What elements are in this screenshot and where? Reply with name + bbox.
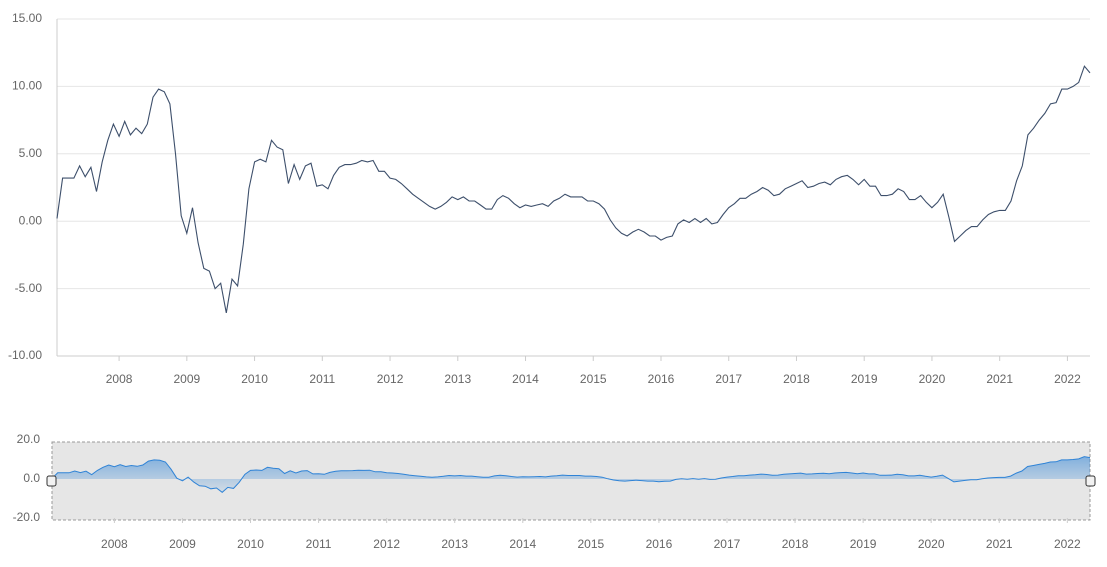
x-tick-label: 2012 — [373, 537, 400, 551]
x-tick-label: 2022 — [1054, 537, 1081, 551]
x-tick-label: 2016 — [648, 372, 675, 386]
x-tick-label: 2011 — [306, 537, 332, 551]
y-tick-label: 20.0 — [17, 432, 41, 446]
x-tick-label: 2017 — [714, 537, 741, 551]
x-tick-label: 2017 — [715, 372, 742, 386]
x-tick-label: 2021 — [986, 537, 1013, 551]
navigator-handle[interactable] — [1085, 475, 1096, 487]
y-tick-label: 0.00 — [19, 213, 43, 227]
y-tick-label: -10.00 — [8, 348, 42, 362]
x-tick-label: 2019 — [851, 372, 878, 386]
x-tick-label: 2021 — [986, 372, 1013, 386]
x-tick-label: 2010 — [237, 537, 264, 551]
x-tick-label: 2014 — [509, 537, 536, 551]
navigator-line — [51, 456, 1091, 493]
x-tick-label: 2018 — [782, 537, 809, 551]
y-tick-label: -20.0 — [13, 510, 41, 524]
y-tick-label: 15.00 — [12, 11, 42, 25]
x-tick-label: 2016 — [646, 537, 673, 551]
x-tick-label: 2022 — [1054, 372, 1081, 386]
y-tick-label: 5.00 — [19, 146, 43, 160]
x-tick-label: 2019 — [850, 537, 877, 551]
x-tick-label: 2020 — [918, 537, 945, 551]
navigator-handle[interactable] — [46, 475, 57, 487]
y-tick-label: -5.00 — [15, 281, 43, 295]
x-tick-label: 2008 — [106, 372, 133, 386]
x-tick-label: 2018 — [783, 372, 810, 386]
x-tick-label: 2010 — [241, 372, 268, 386]
x-tick-label: 2015 — [580, 372, 607, 386]
x-tick-label: 2013 — [444, 372, 471, 386]
x-tick-label: 2012 — [377, 372, 404, 386]
x-tick-label: 2013 — [441, 537, 468, 551]
x-tick-label: 2009 — [169, 537, 196, 551]
x-tick-label: 2008 — [101, 537, 128, 551]
x-tick-label: 2020 — [919, 372, 946, 386]
line — [56, 65, 1091, 314]
x-tick-label: 2014 — [512, 372, 539, 386]
x-tick-label: 2009 — [173, 372, 200, 386]
x-tick-label: 2015 — [578, 537, 605, 551]
y-tick-label: 10.00 — [12, 79, 42, 93]
x-tick-label: 2011 — [309, 372, 335, 386]
y-tick-label: 0.0 — [23, 471, 40, 485]
